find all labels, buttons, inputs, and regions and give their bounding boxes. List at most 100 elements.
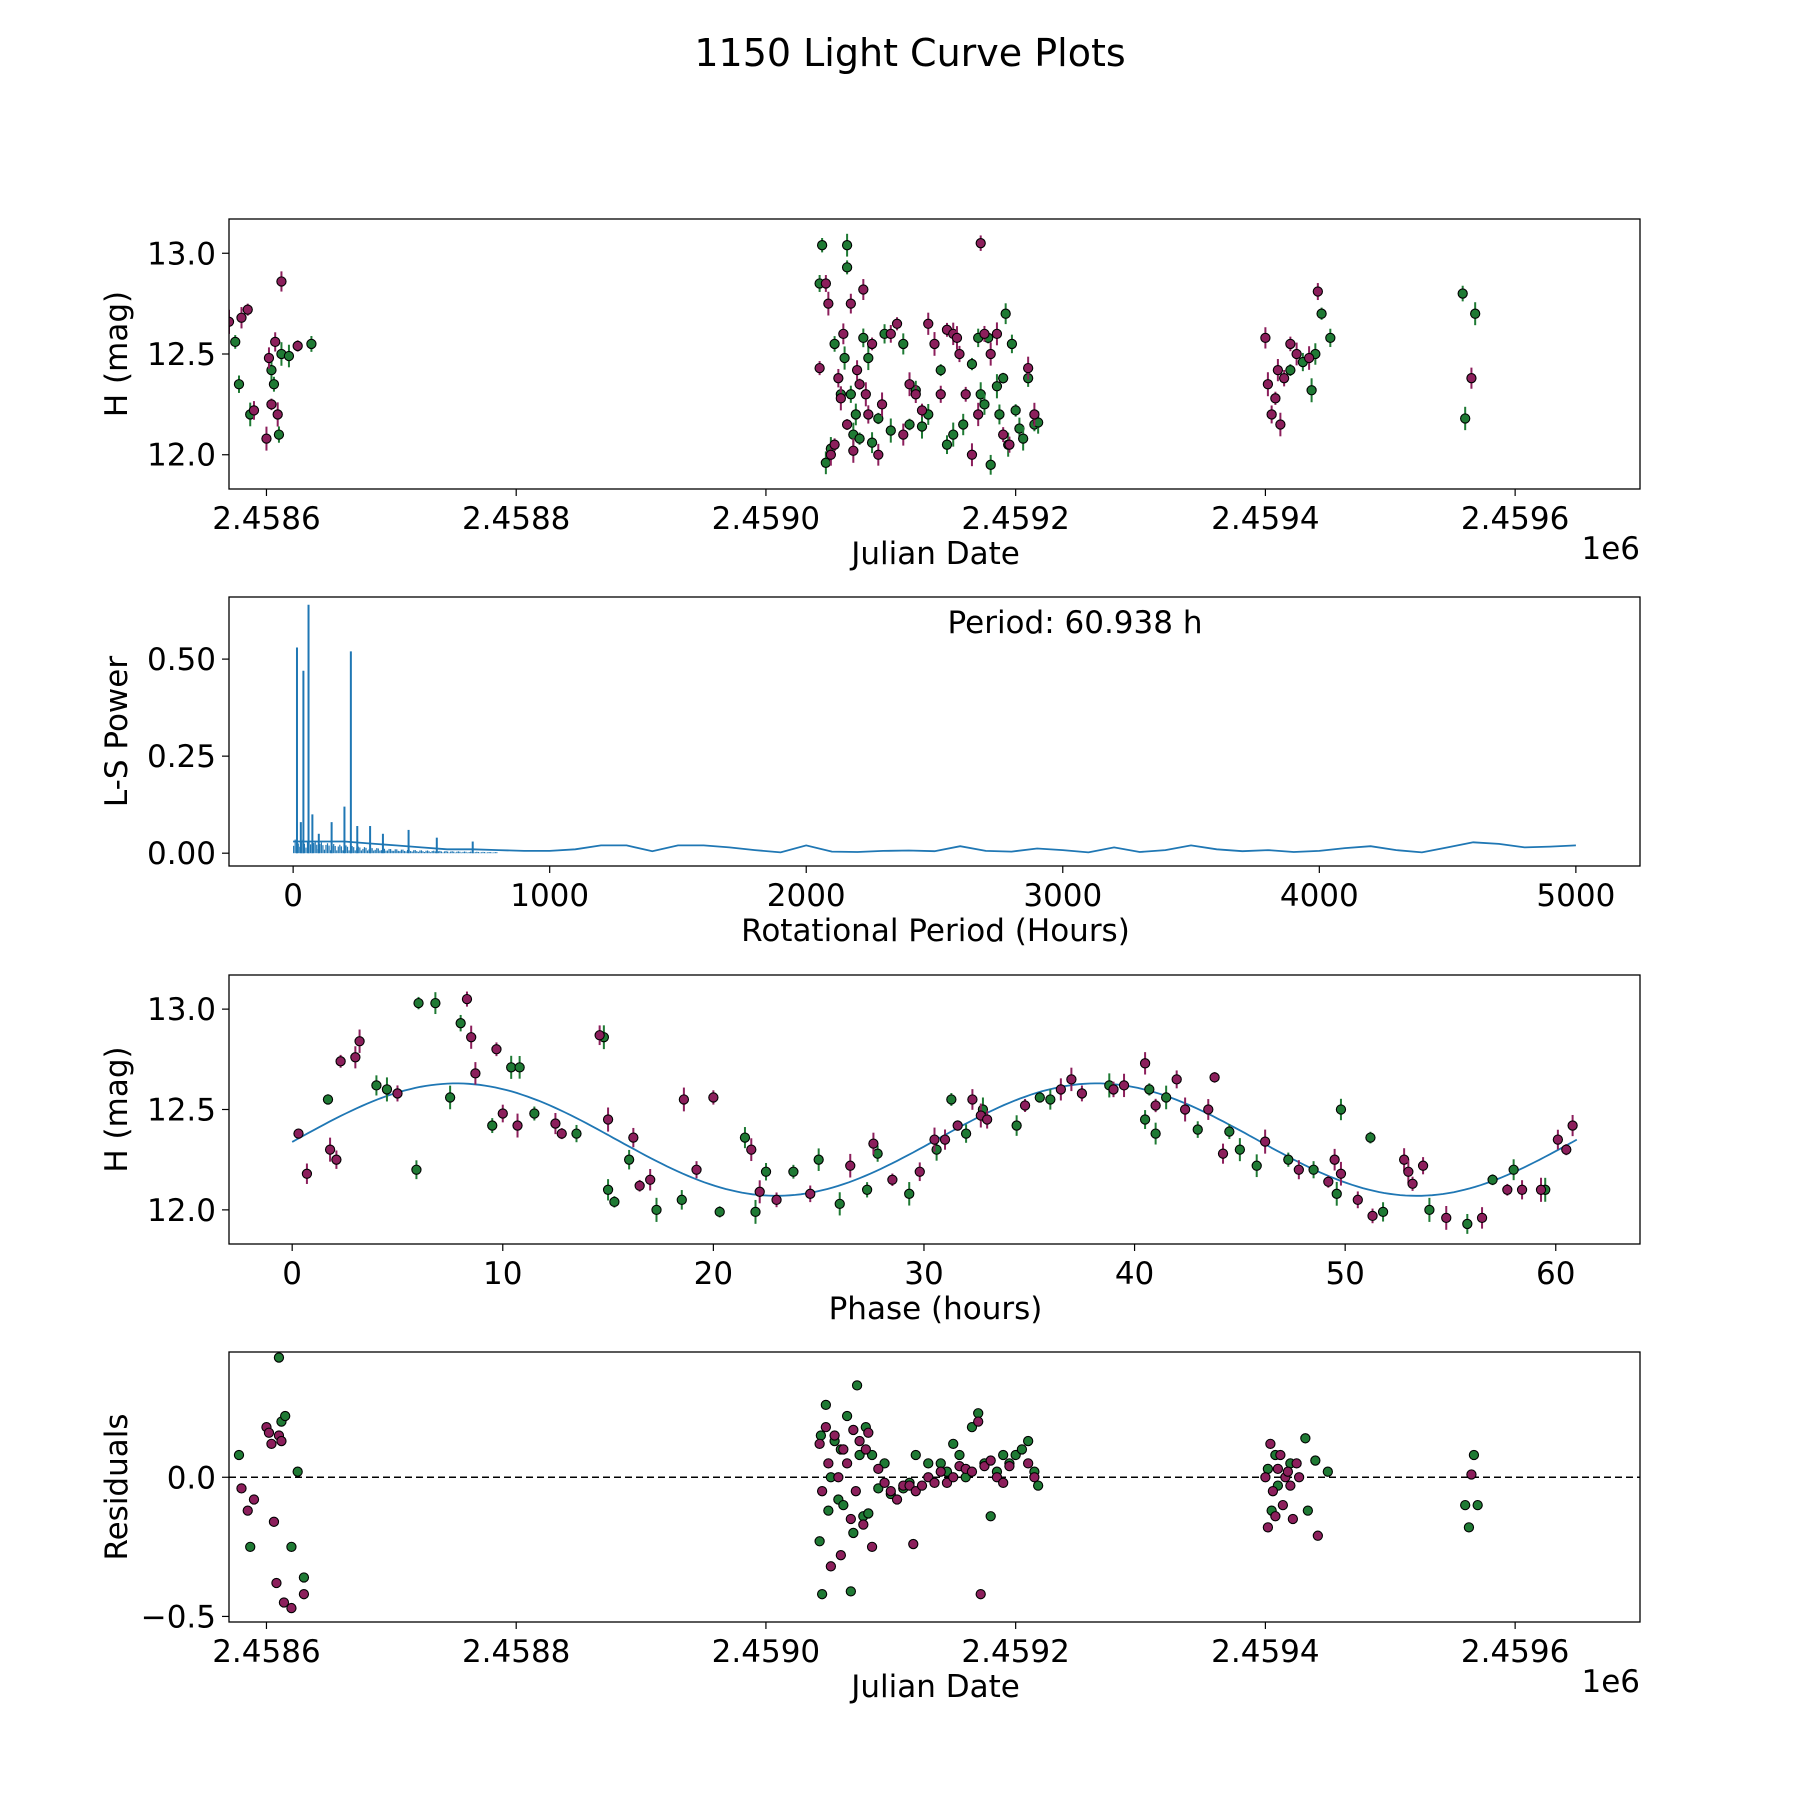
magenta-data-point [835, 1550, 846, 1561]
magenta-data-point [904, 379, 915, 390]
magenta-data-point [293, 1128, 304, 1139]
magenta-data-point [1285, 1480, 1296, 1491]
magenta-data-point [845, 1160, 856, 1171]
magenta-data-point [891, 1494, 903, 1505]
green-data-point [935, 364, 946, 376]
green-data-point [845, 389, 856, 400]
green-data-point [1377, 1206, 1389, 1218]
green-data-point [286, 1541, 297, 1552]
magenta-data-point [863, 1427, 874, 1438]
magenta-data-point [1118, 1080, 1130, 1091]
magenta-data-point [838, 1444, 849, 1455]
magenta-data-point [973, 1416, 984, 1427]
magenta-data-point [242, 304, 253, 315]
magenta-data-point [271, 1577, 282, 1589]
magenta-data-point [838, 328, 849, 340]
magenta-data-point [1516, 1184, 1528, 1195]
green-data-point [946, 1094, 957, 1105]
magenta-data-point [825, 1561, 837, 1572]
green-data-point [1034, 1092, 1045, 1103]
y-axis-label: Residuals [99, 1413, 135, 1560]
green-data-point [233, 379, 245, 390]
magenta-data-point [261, 433, 272, 444]
magenta-data-point [1029, 409, 1040, 420]
green-data-point [651, 1204, 662, 1216]
magenta-data-point [866, 1541, 878, 1552]
green-data-point [602, 1184, 614, 1195]
magenta-data-point [860, 389, 871, 400]
green-data-point [985, 1511, 996, 1522]
magenta-data-point [876, 399, 888, 410]
green-data-point [904, 419, 915, 430]
green-data-point [760, 1166, 772, 1177]
magenta-data-point [331, 1154, 342, 1165]
green-data-point [1310, 1455, 1321, 1466]
magenta-data-point [1502, 1184, 1513, 1195]
y-tick-label: 0.50 [147, 642, 216, 678]
magenta-data-point [236, 1483, 247, 1494]
magenta-data-point [1293, 1164, 1304, 1175]
magenta-data-point [1293, 1472, 1305, 1483]
magenta-data-point [1291, 348, 1302, 360]
magenta-data-point [985, 348, 996, 360]
magenta-data-point [1312, 1530, 1323, 1541]
green-data-point [839, 352, 850, 364]
panel-2: 0 1000 2000 3000 4000 5000 0.00 0.25 0.50 Rotatio… [99, 596, 1641, 949]
figure-title: 1150 Light Curve Plots [694, 31, 1125, 75]
panel-1: 2.4586 2.4588 2.4590 2.4592 2.4594 2.4596 12.0… [99, 218, 1641, 572]
magenta-data-point [954, 348, 965, 360]
x-tick-label: 2.4592 [961, 501, 1069, 537]
y-tick-label: 12.0 [147, 1193, 216, 1229]
green-data-point [816, 1589, 828, 1600]
magenta-data-point [908, 1538, 919, 1550]
green-data-point [1306, 385, 1317, 396]
magenta-data-point [1275, 1449, 1286, 1461]
magenta-data-point [1260, 1472, 1271, 1483]
magenta-data-point [854, 1435, 865, 1447]
x-tick-label: 3000 [1023, 878, 1102, 914]
x-offset-label: 1e6 [1581, 531, 1640, 567]
magenta-data-point [1552, 1134, 1564, 1145]
magenta-data-point [825, 449, 837, 460]
magenta-data-point [966, 1466, 978, 1477]
x-tick-label: 2.4590 [712, 1634, 820, 1670]
magenta-data-point [873, 449, 884, 460]
panel-4: 2.4586 2.4588 2.4590 2.4592 2.4594 2.4596 −0.5… [99, 1351, 1641, 1705]
green-data-point [280, 1410, 291, 1422]
green-data-point [233, 1449, 245, 1461]
magenta-data-point [879, 1477, 890, 1488]
magenta-data-point [248, 1494, 260, 1505]
magenta-data-point [975, 238, 986, 249]
green-data-point [815, 1430, 827, 1441]
magenta-data-point [263, 352, 275, 364]
green-data-point [1472, 1499, 1483, 1511]
green-data-point [820, 457, 832, 468]
green-data-point [1462, 1218, 1473, 1230]
period-annotation: Period: 60.938 h [948, 605, 1203, 641]
green-data-point [739, 1132, 751, 1143]
magenta-data-point [935, 1466, 946, 1477]
magenta-data-point [1441, 1212, 1452, 1224]
magenta-data-point [1303, 352, 1315, 364]
x-axis-label: Julian Date [849, 1669, 1020, 1705]
green-data-point [858, 332, 869, 344]
green-data-point [230, 336, 241, 348]
magenta-data-point [935, 389, 946, 400]
green-data-point [268, 379, 280, 390]
green-data-point [863, 1508, 874, 1519]
green-data-point [1192, 1124, 1203, 1135]
magenta-data-point [816, 1486, 828, 1497]
green-data-point [1302, 1505, 1314, 1516]
magenta-data-point [1561, 1144, 1572, 1155]
magenta-data-point [278, 1597, 290, 1608]
green-data-point [1331, 1188, 1342, 1199]
green-data-point [985, 459, 996, 470]
green-data-point [904, 1188, 915, 1199]
green-data-point [750, 1206, 761, 1218]
magenta-data-point [1476, 1212, 1488, 1224]
green-data-point [1251, 1160, 1262, 1171]
magenta-data-point [236, 312, 247, 323]
x-tick-label: 40 [1115, 1256, 1154, 1292]
green-data-point [514, 1062, 525, 1073]
magenta-data-point [929, 1134, 940, 1145]
